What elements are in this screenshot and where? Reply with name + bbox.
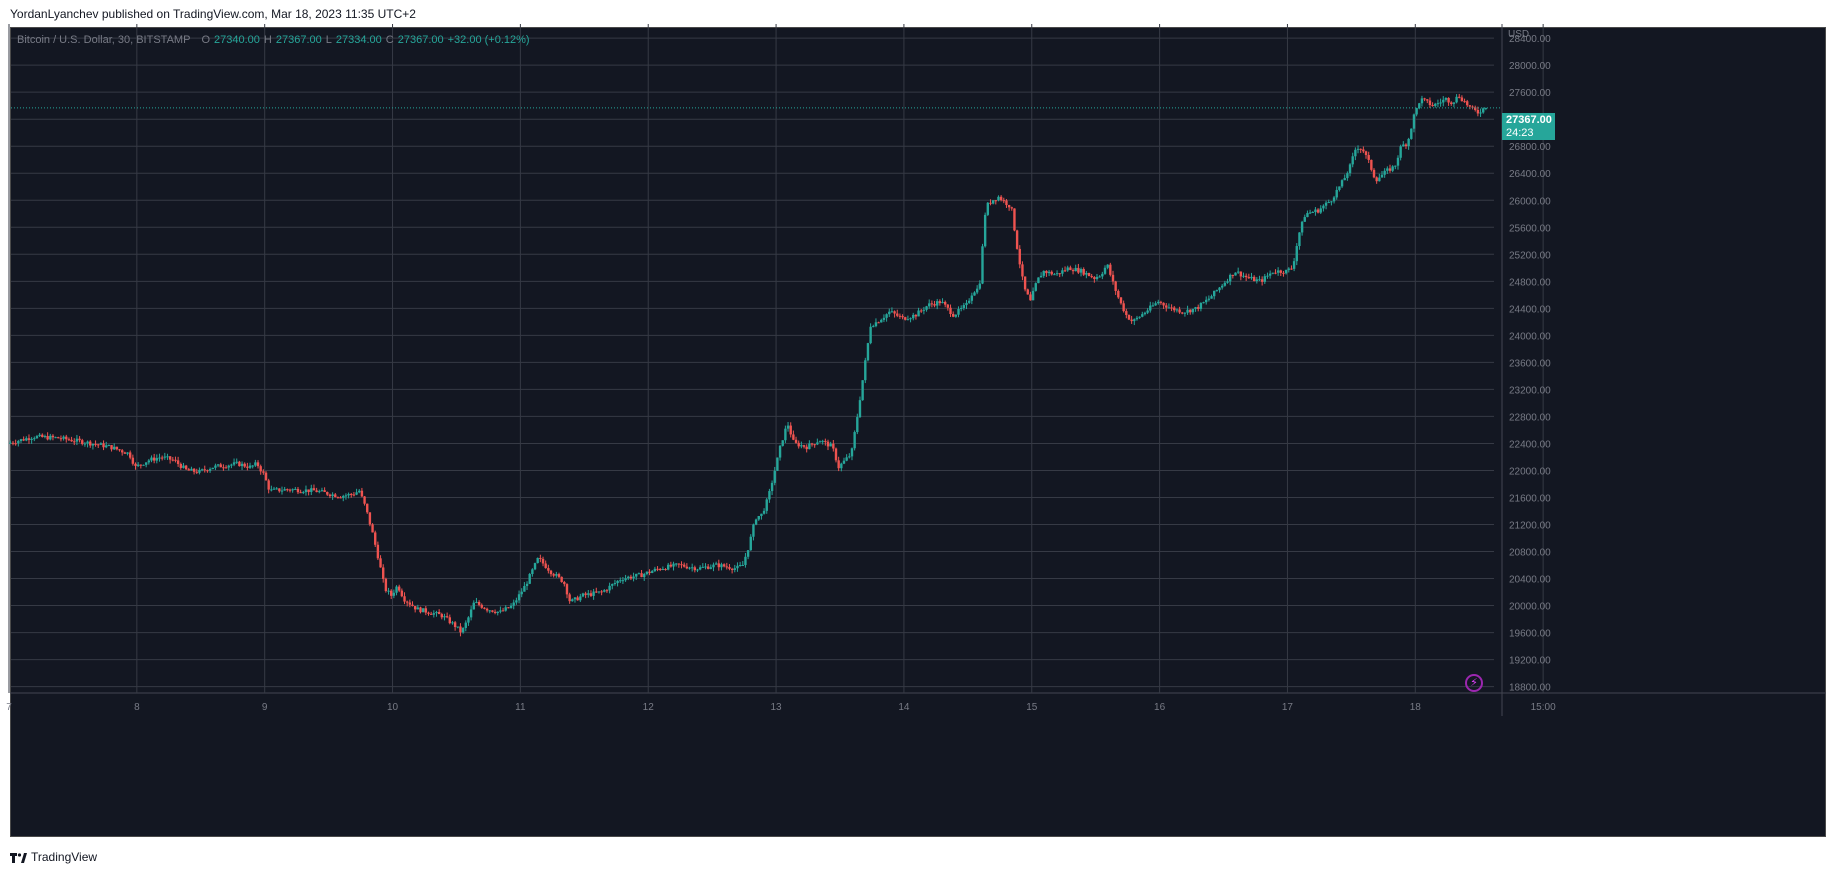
chart-frame[interactable] [10,27,1826,837]
price-badge: 27367.00 24:23 [1502,113,1555,140]
price-badge-countdown: 24:23 [1506,127,1534,139]
symbol-header: Bitcoin / U.S. Dollar, 30, BITSTAMP O 273… [17,34,530,46]
currency-label: USD [1508,29,1530,40]
high-label: H [263,34,272,46]
price-badge-price: 27367.00 [1506,114,1552,126]
tradingview-logo-icon [10,852,27,863]
footer: TradingView [10,850,97,864]
open-label: O [201,34,211,46]
open-value: 27340.00 [214,34,260,46]
low-label: L [325,34,332,46]
close-label: C [385,34,394,46]
low-value: 27334.00 [335,34,382,46]
change-value: +32.00 (+0.12%) [447,34,530,46]
symbol-name: Bitcoin / U.S. Dollar, 30, BITSTAMP [17,34,191,46]
close-value: 27367.00 [397,34,444,46]
footer-brand: TradingView [31,850,98,864]
alert-icon[interactable]: ⚡ [1465,674,1483,692]
high-value: 27367.00 [275,34,322,46]
publisher-line: YordanLyanchev published on TradingView.… [10,7,416,21]
